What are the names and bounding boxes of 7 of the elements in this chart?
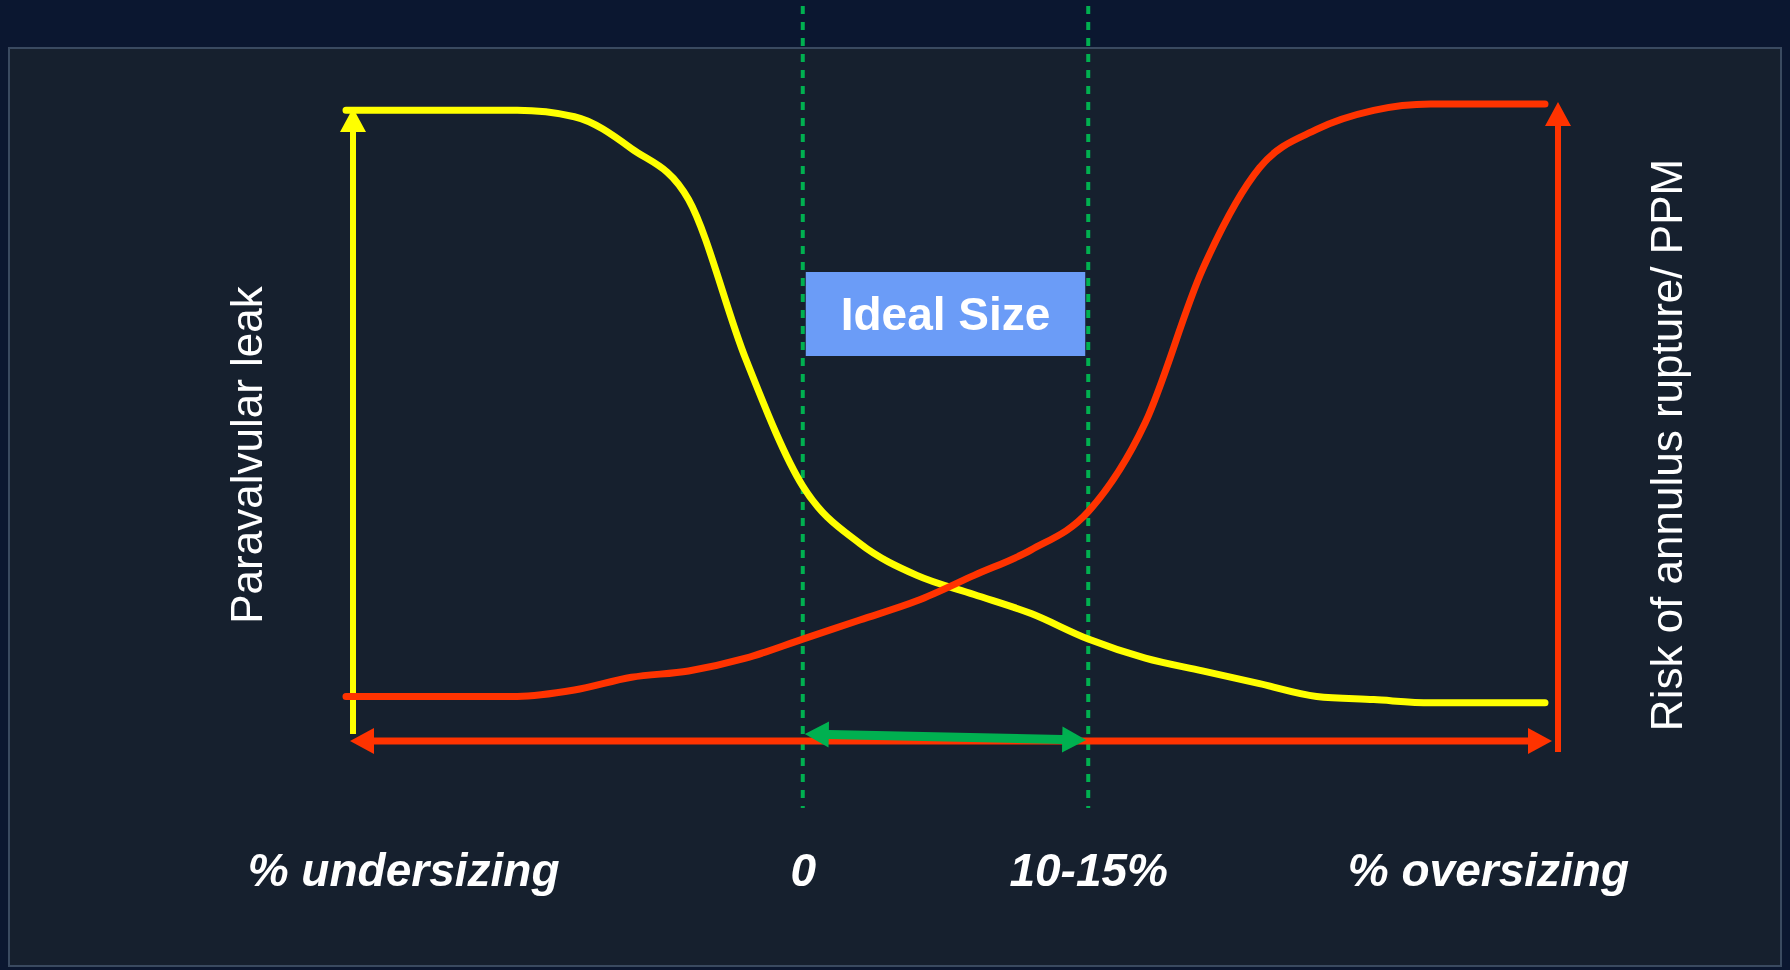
x-tick-label: % oversizing	[1347, 843, 1630, 896]
x-tick-label: 0	[790, 843, 817, 896]
x-tick-label: % undersizing	[247, 843, 560, 896]
x-tick-label: 10-15%	[1009, 843, 1169, 896]
y2-axis-title: Risk of annulus rupture/ PPM	[1642, 158, 1691, 732]
annotation: Ideal Size	[840, 288, 1051, 340]
y-axis-title: Paravalvular leak	[222, 285, 271, 624]
